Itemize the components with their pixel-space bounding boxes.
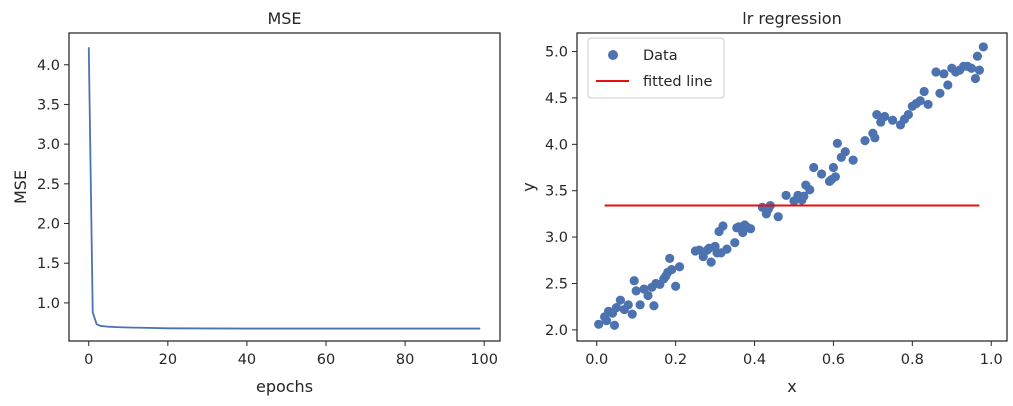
regression-data-point <box>611 303 622 313</box>
regression-data-point <box>880 111 890 122</box>
regression-data-point <box>649 301 659 311</box>
regression-data-point <box>706 257 716 267</box>
regression-data-point <box>935 88 945 98</box>
regression-data-point <box>745 224 756 234</box>
regression-data-point <box>974 65 984 75</box>
regression-data-point <box>966 63 977 73</box>
regression-data-point <box>832 138 842 148</box>
regression-data-point <box>627 309 637 319</box>
regression-chart-marks <box>594 42 988 330</box>
mse-chart-ticks: 0 20 40 60 80 100 1.0 1.5 2.0 2.5 3.0 3.5 4.0 <box>37 58 498 368</box>
regression-data-point <box>903 110 913 120</box>
regression-ytick-label: 4.5 <box>545 91 568 107</box>
mse-xtick-label: 80 <box>396 352 414 368</box>
regression-xtick-label: 0.0 <box>585 352 608 368</box>
regression-data-point <box>601 315 612 326</box>
regression-xtick-label: 0.8 <box>901 352 924 368</box>
regression-data-point <box>805 185 815 195</box>
regression-data-point <box>970 73 981 84</box>
regression-data-point <box>674 262 685 272</box>
regression-xtick-label: 0.4 <box>743 352 766 368</box>
mse-chart: MSE 0 20 40 60 80 100 1.0 1.5 2.0 2.5 3.0 3.5 4.0 ep… <box>11 9 501 396</box>
mse-xtick-label: 60 <box>317 352 335 368</box>
regression-xtick-label: 0.2 <box>664 352 687 368</box>
regression-data-point <box>799 191 809 201</box>
regression-ytick-label: 5.0 <box>545 45 568 61</box>
regression-data-point <box>848 155 858 165</box>
mse-chart-title: MSE <box>267 9 301 28</box>
regression-data-point <box>931 67 941 77</box>
mse-chart-frame <box>68 32 501 342</box>
mse-ytick-label: 3.5 <box>37 97 60 113</box>
regression-data-point <box>887 115 898 125</box>
regression-data-point <box>722 244 732 254</box>
mse-ytick-label: 2.0 <box>37 217 60 233</box>
regression-data-point <box>671 281 681 291</box>
regression-chart-ticks: 0.0 0.2 0.4 0.6 0.8 1.0 2.0 2.5 3.0 3.5 4.0 4.5 5.0 <box>545 45 1003 368</box>
legend-box <box>587 37 725 99</box>
regression-data-point <box>830 172 840 182</box>
regression-ytick-label: 3.0 <box>545 230 568 246</box>
mse-ytick-label: 1.5 <box>37 256 60 272</box>
regression-data-point <box>923 99 933 110</box>
regression-chart-ylabel: y <box>519 182 538 191</box>
regression-data-point <box>943 80 953 90</box>
legend-fitted-line-label: fitted line <box>643 74 712 90</box>
regression-data-point <box>665 253 675 264</box>
regression-chart: lr regression 0.0 0.2 0.4 0.6 0.8 1.0 2.0 2.5 3.… <box>519 9 1008 396</box>
regression-data-point <box>773 212 783 222</box>
regression-chart-frame <box>576 32 1008 342</box>
regression-data-point <box>840 147 850 157</box>
regression-data-point <box>594 319 604 329</box>
legend: Data fitted line <box>587 37 725 99</box>
regression-data-point <box>609 320 620 330</box>
regression-ytick-label: 2.0 <box>545 323 568 339</box>
mse-xtick-label: 40 <box>238 352 256 368</box>
mse-series-line <box>87 47 481 330</box>
regression-data-point <box>615 295 625 305</box>
regression-data-point <box>667 264 677 275</box>
regression-data-point <box>730 238 740 248</box>
mse-chart-ylabel: MSE <box>11 170 30 204</box>
regression-data-point <box>915 96 925 106</box>
regression-chart-xlabel: x <box>787 377 796 396</box>
mse-ytick-label: 2.5 <box>37 177 60 193</box>
regression-ytick-label: 2.5 <box>545 276 568 292</box>
regression-data-point <box>872 110 882 120</box>
mse-ytick-label: 3.0 <box>37 137 60 153</box>
regression-data-point <box>635 300 645 310</box>
mse-xtick-label: 20 <box>159 352 177 368</box>
regression-xtick-label: 0.6 <box>822 352 845 368</box>
legend-data-marker <box>608 50 618 60</box>
mse-ytick-label: 1.0 <box>37 296 60 312</box>
mse-xtick-label: 0 <box>84 352 93 368</box>
regression-data-point <box>870 133 880 143</box>
regression-data-point <box>718 221 728 231</box>
regression-data-point <box>919 86 929 97</box>
regression-data-point <box>623 300 633 310</box>
mse-ytick-label: 4.0 <box>37 58 60 74</box>
regression-chart-title: lr regression <box>742 9 841 28</box>
regression-ytick-label: 4.0 <box>545 137 568 153</box>
regression-data-point <box>781 190 791 200</box>
regression-data-point <box>972 51 983 61</box>
regression-xtick-label: 1.0 <box>980 352 1003 368</box>
mse-chart-xlabel: epochs <box>256 377 313 396</box>
regression-ytick-label: 3.5 <box>545 184 568 200</box>
regression-data-point <box>629 276 639 286</box>
regression-data-point <box>978 42 988 52</box>
regression-data-point <box>828 162 839 173</box>
regression-data-point <box>816 169 827 179</box>
mse-xtick-label: 100 <box>470 352 498 368</box>
regression-data-point <box>860 136 870 146</box>
regression-data-point <box>939 69 949 79</box>
mse-chart-marks <box>87 47 481 330</box>
regression-data-point <box>809 162 819 173</box>
legend-data-label: Data <box>643 48 678 64</box>
regression-data-point <box>643 290 653 301</box>
regression-data-point <box>631 286 641 296</box>
